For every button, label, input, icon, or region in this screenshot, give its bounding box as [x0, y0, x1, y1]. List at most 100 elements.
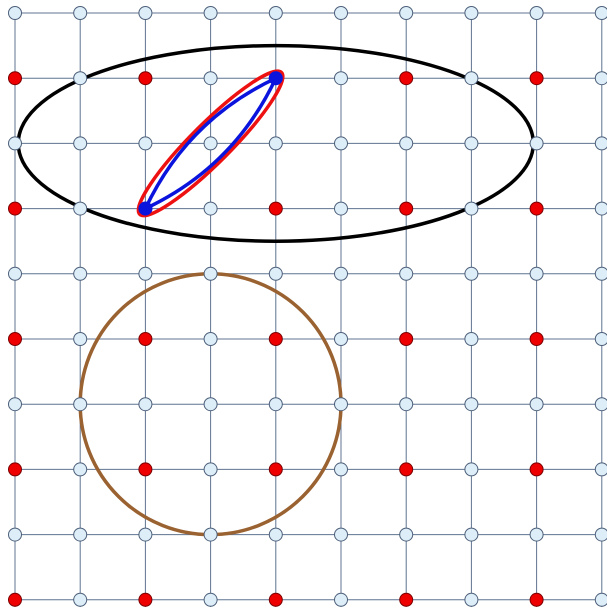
- lattice-node: [268, 136, 283, 151]
- highlighted-node: [529, 71, 544, 86]
- lattice-node: [8, 397, 22, 412]
- highlighted-node: [8, 462, 22, 477]
- lattice-node: [8, 266, 22, 281]
- loop-layer: [136, 69, 285, 218]
- lattice-node: [334, 592, 348, 607]
- lattice-node: [399, 527, 414, 542]
- lattice-node: [73, 136, 88, 151]
- lattice-node: [464, 397, 479, 412]
- lattice-node: [73, 592, 88, 607]
- highlighted-node: [399, 462, 414, 477]
- loop-endpoint-node: [138, 201, 153, 216]
- highlighted-node: [399, 201, 414, 216]
- lattice-node: [594, 266, 607, 281]
- lattice-node: [203, 201, 218, 216]
- highlighted-node: [138, 462, 153, 477]
- lattice-node: [529, 266, 544, 281]
- lattice-node: [8, 136, 22, 151]
- lattice-node: [203, 266, 218, 281]
- highlighted-node: [399, 592, 414, 607]
- lattice-node: [73, 397, 88, 412]
- lattice-node: [464, 592, 479, 607]
- lattice-node: [334, 136, 348, 151]
- lattice-node: [73, 6, 88, 20]
- lattice-node: [8, 527, 22, 542]
- lattice-node: [268, 6, 283, 20]
- highlighted-node: [268, 332, 283, 346]
- highlighted-node: [399, 332, 414, 346]
- lattice-node: [138, 527, 153, 542]
- lattice-node: [203, 332, 218, 346]
- lattice-node: [464, 266, 479, 281]
- small-ellipse: [136, 69, 285, 218]
- lattice-node: [334, 397, 348, 412]
- highlighted-node: [8, 332, 22, 346]
- lattice-node: [203, 71, 218, 86]
- lattice-node: [594, 332, 607, 346]
- lattice-node: [268, 397, 283, 412]
- lattice-nodes: [8, 6, 607, 607]
- lattice-node: [399, 136, 414, 151]
- lattice-node: [464, 462, 479, 477]
- lattice-node: [334, 71, 348, 86]
- highlighted-node: [8, 592, 22, 607]
- lattice-node: [529, 397, 544, 412]
- highlighted-node: [399, 71, 414, 86]
- highlighted-node: [268, 462, 283, 477]
- lattice-node: [594, 527, 607, 542]
- lattice-node: [464, 332, 479, 346]
- highlighted-node: [138, 332, 153, 346]
- highlighted-node: [529, 462, 544, 477]
- highlighted-node: [138, 592, 153, 607]
- lattice-node: [334, 527, 348, 542]
- lattice-node: [464, 201, 479, 216]
- lattice-node: [594, 592, 607, 607]
- lattice-node: [8, 6, 22, 20]
- lattice-node: [138, 6, 153, 20]
- lattice-node: [73, 462, 88, 477]
- lattice-node: [529, 6, 544, 20]
- lattice-node: [464, 136, 479, 151]
- lattice-node: [529, 136, 544, 151]
- lattice-node: [464, 527, 479, 542]
- grid-lines: [14, 12, 607, 607]
- highlighted-node: [268, 201, 283, 216]
- lattice-node: [73, 201, 88, 216]
- lattice-node: [73, 527, 88, 542]
- lattice-node: [203, 527, 218, 542]
- highlighted-node: [529, 592, 544, 607]
- lattice-node: [594, 201, 607, 216]
- lattice-node: [594, 462, 607, 477]
- lattice-node: [464, 6, 479, 20]
- lattice-node: [334, 266, 348, 281]
- lattice-node: [399, 397, 414, 412]
- lattice-node: [399, 266, 414, 281]
- highlighted-node: [268, 592, 283, 607]
- lattice-node: [203, 397, 218, 412]
- highlighted-node: [138, 71, 153, 86]
- lattice-node: [203, 6, 218, 20]
- highlighted-node: [8, 201, 22, 216]
- lattice-node: [594, 71, 607, 86]
- lattice-node: [594, 397, 607, 412]
- lattice-node: [138, 266, 153, 281]
- loop-endpoint-node: [268, 71, 283, 86]
- lattice-node: [594, 6, 607, 20]
- lattice-node: [464, 71, 479, 86]
- lattice-node: [203, 136, 218, 151]
- lattice-node: [203, 592, 218, 607]
- lattice-node: [268, 266, 283, 281]
- lattice-node: [594, 136, 607, 151]
- highlighted-node: [529, 201, 544, 216]
- lattice-node: [138, 136, 153, 151]
- lattice-node: [529, 527, 544, 542]
- lattice-node: [203, 462, 218, 477]
- lattice-node: [268, 527, 283, 542]
- lattice-node: [334, 6, 348, 20]
- highlighted-node: [8, 71, 22, 86]
- lattice-node: [334, 201, 348, 216]
- lattice-node: [73, 71, 88, 86]
- lattice-node: [399, 6, 414, 20]
- lattice-node: [138, 397, 153, 412]
